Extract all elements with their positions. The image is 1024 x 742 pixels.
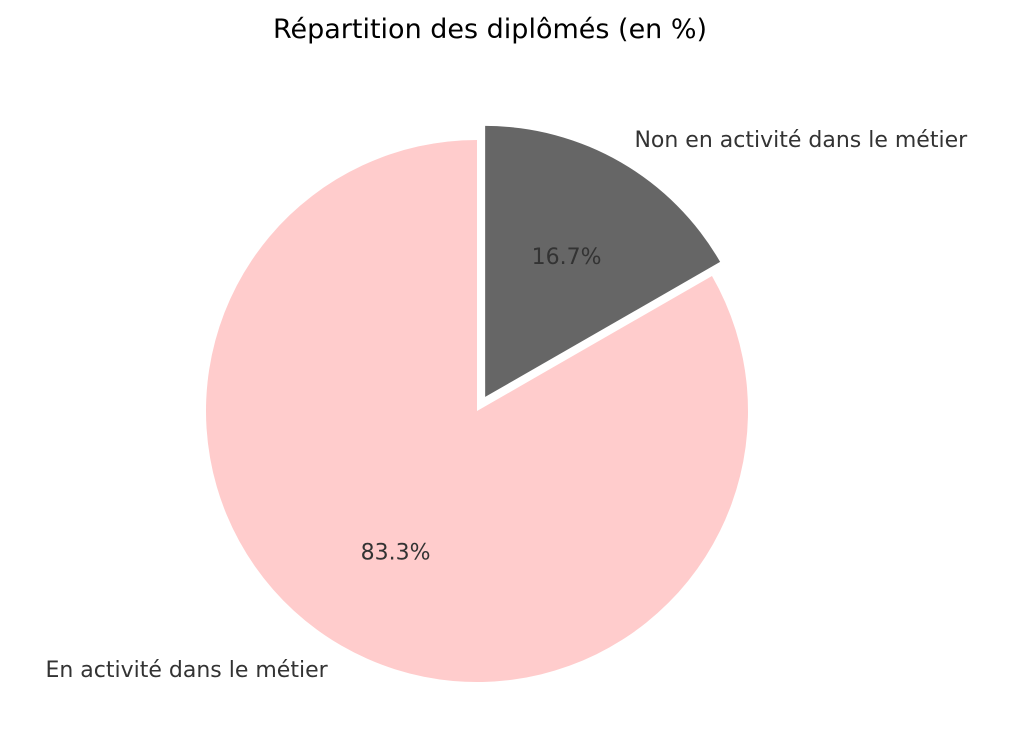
chart-title: Répartition des diplômés (en %) <box>273 14 707 45</box>
slice-percent-label-non-en-activite: 16.7% <box>532 245 602 270</box>
pie-slice-non-en-activite <box>485 125 721 397</box>
slice-label-non-en-activite: Non en activité dans le métier <box>634 128 968 153</box>
slice-percent-label-en-activite: 83.3% <box>361 541 431 566</box>
slice-label-en-activite: En activité dans le métier <box>45 658 328 683</box>
pie-slice-en-activite <box>205 140 748 682</box>
